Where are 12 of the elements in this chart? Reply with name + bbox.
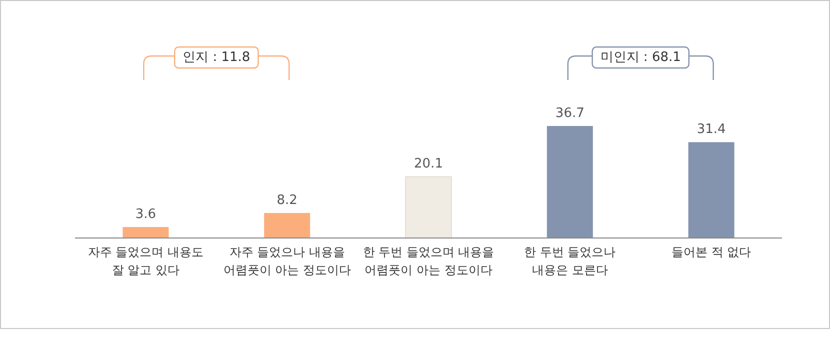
x-tick-label: 자주 들었으나 내용을 어렴풋이 아는 정도이다 [223,245,351,277]
text: 미인지 : 68.1 [600,50,681,65]
text: 인지 : 11.8 [182,50,250,65]
x-tick-label: 자주 들었으며 내용도 잘 알고 있다 [88,245,204,277]
data-label: 20.1 [414,156,443,172]
x-tick-label: 한 두번 들었으며 내용을 어렴풋이 아는 정도이다 [362,245,494,277]
x-tick-label: 들어본 적 없다 [671,245,752,259]
x-tick-label: 한 두번 들었으나 내용은 모른다 [524,245,616,277]
data-label: 31.4 [696,122,726,138]
data-label: 8.2 [276,192,298,208]
data-label: 36.7 [555,106,584,121]
data-label: 3.6 [135,207,156,222]
